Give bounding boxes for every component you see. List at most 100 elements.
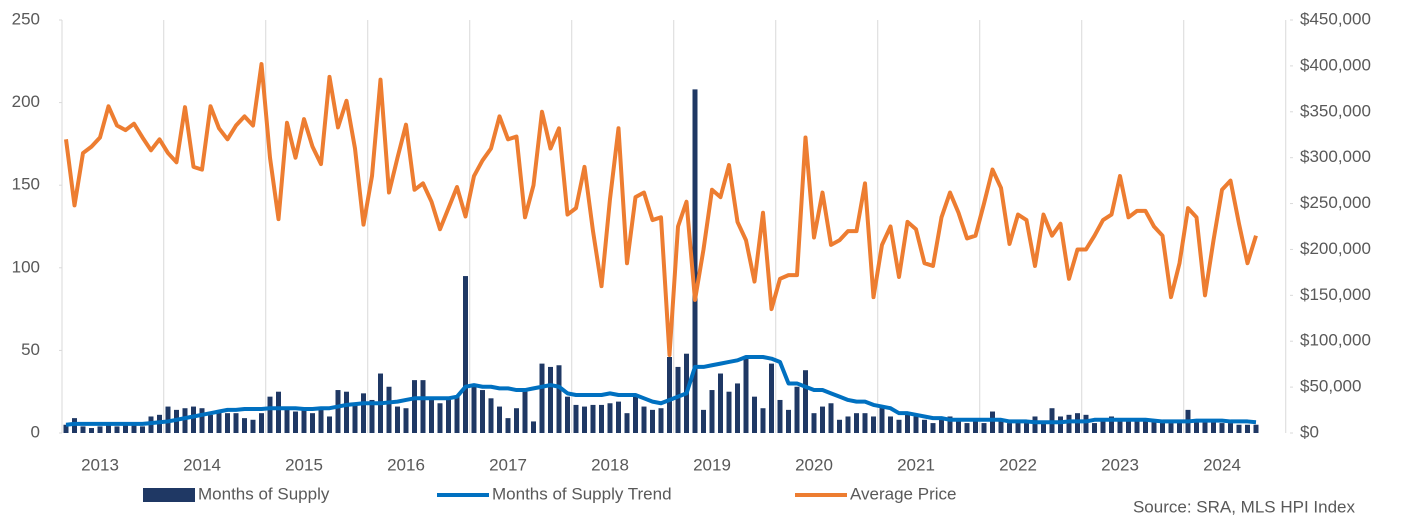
bar bbox=[871, 416, 876, 433]
bar bbox=[879, 406, 885, 433]
bar bbox=[395, 406, 400, 433]
bar bbox=[63, 424, 69, 433]
y-tick-label: 250 bbox=[12, 9, 40, 28]
bar bbox=[1041, 423, 1046, 433]
x-tick-label: 2016 bbox=[387, 455, 425, 474]
bar bbox=[1236, 424, 1242, 433]
bar bbox=[123, 424, 128, 433]
bar bbox=[998, 419, 1004, 433]
bar bbox=[80, 426, 86, 433]
bar bbox=[514, 408, 519, 433]
bar bbox=[497, 406, 502, 433]
bar bbox=[845, 416, 851, 433]
bar bbox=[344, 391, 349, 433]
bar bbox=[191, 406, 196, 433]
y2-tick-label: $150,000 bbox=[1300, 285, 1371, 304]
x-tick-label: 2019 bbox=[693, 455, 731, 474]
bar bbox=[820, 406, 825, 433]
bar bbox=[386, 386, 392, 433]
y2-tick-label: $450,000 bbox=[1300, 9, 1371, 28]
bar bbox=[1134, 421, 1140, 433]
bar bbox=[1143, 421, 1148, 433]
x-tick-label: 2022 bbox=[999, 455, 1037, 474]
y2-tick-label: $100,000 bbox=[1300, 331, 1371, 350]
bar bbox=[480, 390, 485, 433]
bar bbox=[675, 366, 681, 433]
bar bbox=[505, 418, 511, 433]
bar bbox=[828, 403, 834, 433]
bar bbox=[242, 418, 247, 433]
y-tick-label: 100 bbox=[12, 257, 40, 276]
bar bbox=[352, 403, 358, 433]
x-tick-label: 2021 bbox=[897, 455, 935, 474]
bar bbox=[922, 419, 927, 433]
y2-tick-label: $300,000 bbox=[1300, 147, 1371, 166]
bar bbox=[1177, 421, 1182, 433]
line bbox=[64, 62, 1258, 357]
bar bbox=[607, 403, 613, 433]
bar bbox=[327, 416, 332, 433]
bar bbox=[89, 428, 94, 433]
bar bbox=[752, 396, 757, 433]
bar bbox=[1066, 414, 1072, 433]
bar bbox=[1015, 421, 1021, 433]
bar bbox=[276, 391, 281, 433]
bar bbox=[1058, 416, 1063, 433]
bar bbox=[182, 408, 188, 433]
bar bbox=[446, 396, 451, 433]
bar bbox=[743, 358, 749, 433]
x-tick-label: 2020 bbox=[795, 455, 833, 474]
bar bbox=[590, 404, 596, 433]
bar bbox=[1228, 423, 1233, 433]
bar bbox=[905, 413, 910, 433]
bar bbox=[531, 421, 536, 433]
bar bbox=[284, 409, 290, 433]
x-tick-label: 2018 bbox=[591, 455, 629, 474]
y-tick-label: 50 bbox=[21, 340, 40, 359]
bar bbox=[769, 363, 774, 433]
bar bbox=[259, 413, 264, 433]
legend-swatch bbox=[143, 488, 195, 502]
y-tick-label: 0 bbox=[31, 422, 40, 441]
y2-tick-label: $400,000 bbox=[1300, 55, 1371, 74]
bar bbox=[216, 411, 222, 433]
bar bbox=[709, 390, 715, 433]
bar bbox=[208, 414, 213, 433]
x-tick-label: 2017 bbox=[489, 455, 527, 474]
bar bbox=[369, 399, 375, 433]
bar bbox=[956, 419, 961, 433]
bar bbox=[412, 380, 417, 433]
bar bbox=[1092, 423, 1097, 433]
bar bbox=[658, 408, 664, 433]
x-tick-label: 2015 bbox=[285, 455, 323, 474]
bar bbox=[973, 419, 978, 433]
bar bbox=[420, 380, 426, 433]
bar bbox=[301, 409, 307, 433]
bar bbox=[888, 416, 893, 433]
bar bbox=[522, 390, 528, 433]
bar bbox=[403, 408, 409, 433]
bar bbox=[862, 413, 868, 433]
bar bbox=[1109, 416, 1114, 433]
bar bbox=[794, 386, 800, 433]
bar bbox=[454, 396, 460, 433]
bar bbox=[471, 386, 477, 433]
y2-tick-label: $50,000 bbox=[1300, 377, 1361, 396]
line bbox=[65, 355, 1257, 427]
bar bbox=[1253, 424, 1259, 433]
bar bbox=[293, 411, 298, 433]
bar bbox=[1117, 419, 1123, 433]
bar bbox=[981, 423, 987, 433]
bar bbox=[803, 370, 808, 433]
bar bbox=[140, 426, 145, 433]
bar bbox=[106, 424, 111, 433]
source-note: Source: SRA, MLS HPI Index bbox=[1133, 497, 1356, 516]
bar bbox=[1245, 424, 1250, 433]
bar bbox=[701, 409, 706, 433]
bar bbox=[1007, 423, 1012, 433]
bar bbox=[616, 401, 621, 433]
bar bbox=[667, 357, 672, 433]
y-tick-label: 150 bbox=[12, 175, 40, 194]
bar bbox=[225, 413, 230, 433]
bar bbox=[760, 408, 766, 433]
